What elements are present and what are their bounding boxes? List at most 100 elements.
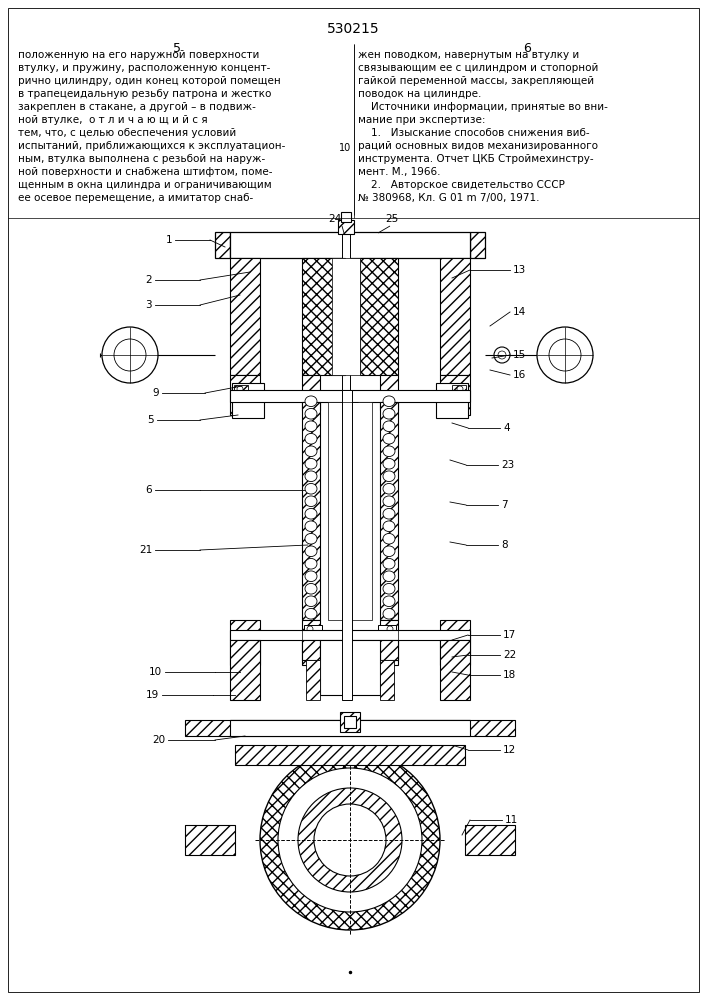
Bar xyxy=(185,825,235,855)
Text: 6: 6 xyxy=(523,42,531,55)
Text: 22: 22 xyxy=(503,650,516,660)
Text: 3: 3 xyxy=(146,300,152,310)
Text: 16: 16 xyxy=(513,370,526,380)
Ellipse shape xyxy=(305,608,317,619)
Text: 5: 5 xyxy=(147,415,154,425)
Bar xyxy=(304,625,322,643)
Ellipse shape xyxy=(305,446,317,457)
Bar xyxy=(230,630,470,640)
Bar xyxy=(230,720,470,736)
Bar xyxy=(235,745,465,765)
Ellipse shape xyxy=(383,396,395,407)
Text: 21: 21 xyxy=(139,545,152,555)
Bar xyxy=(302,402,320,620)
Ellipse shape xyxy=(305,483,317,494)
Ellipse shape xyxy=(383,458,395,469)
Bar xyxy=(360,258,398,375)
Ellipse shape xyxy=(260,750,440,930)
Ellipse shape xyxy=(305,521,317,532)
Text: 8: 8 xyxy=(501,540,508,550)
Bar xyxy=(341,212,351,222)
Bar xyxy=(342,232,350,662)
Circle shape xyxy=(457,386,463,392)
Text: жен поводком, навернутым на втулку и
связывающим ее с цилиндром и стопорной
гайк: жен поводком, навернутым на втулку и свя… xyxy=(358,50,608,203)
Ellipse shape xyxy=(383,596,395,607)
Ellipse shape xyxy=(305,571,317,582)
Ellipse shape xyxy=(305,558,317,569)
Circle shape xyxy=(457,394,463,400)
Text: 9: 9 xyxy=(153,388,159,398)
Bar xyxy=(338,220,354,234)
Bar xyxy=(320,640,380,695)
Ellipse shape xyxy=(383,546,395,557)
Circle shape xyxy=(307,626,313,632)
Ellipse shape xyxy=(305,533,317,544)
Bar xyxy=(230,640,260,700)
Ellipse shape xyxy=(383,508,395,519)
Bar xyxy=(302,620,320,665)
Circle shape xyxy=(237,394,243,400)
Ellipse shape xyxy=(305,458,317,469)
Circle shape xyxy=(114,339,146,371)
Text: 13: 13 xyxy=(513,265,526,275)
Bar xyxy=(470,232,485,258)
Ellipse shape xyxy=(298,788,402,892)
Bar xyxy=(302,258,345,375)
Bar xyxy=(380,620,398,665)
Bar xyxy=(452,385,466,397)
Ellipse shape xyxy=(305,508,317,519)
Ellipse shape xyxy=(383,433,395,444)
Bar xyxy=(234,385,248,397)
Ellipse shape xyxy=(305,583,317,594)
Ellipse shape xyxy=(305,471,317,482)
Bar xyxy=(378,625,396,643)
Bar xyxy=(302,640,320,660)
Bar xyxy=(380,640,398,660)
Text: 24: 24 xyxy=(328,214,341,224)
Text: 23: 23 xyxy=(501,460,514,470)
Text: 19: 19 xyxy=(146,690,159,700)
Circle shape xyxy=(387,634,393,640)
Bar xyxy=(230,620,260,665)
Text: 10: 10 xyxy=(339,143,351,153)
Bar xyxy=(344,716,356,728)
Ellipse shape xyxy=(305,596,317,607)
Ellipse shape xyxy=(383,471,395,482)
Ellipse shape xyxy=(305,433,317,444)
Circle shape xyxy=(537,327,593,383)
Circle shape xyxy=(307,634,313,640)
Text: 15: 15 xyxy=(513,350,526,360)
Bar xyxy=(230,258,260,375)
Bar xyxy=(230,375,260,415)
Bar xyxy=(230,720,470,732)
Text: 17: 17 xyxy=(503,630,516,640)
Text: положенную на его наружной поверхности
втулку, и пружину, расположенную концент-: положенную на его наружной поверхности в… xyxy=(18,50,286,203)
Ellipse shape xyxy=(383,583,395,594)
Text: 7: 7 xyxy=(501,500,508,510)
Circle shape xyxy=(494,347,510,363)
Bar xyxy=(328,402,372,620)
Bar xyxy=(185,720,515,736)
Circle shape xyxy=(102,327,158,383)
Bar xyxy=(465,825,515,855)
Text: 14: 14 xyxy=(513,307,526,317)
Ellipse shape xyxy=(383,521,395,532)
Text: 4: 4 xyxy=(503,423,510,433)
Ellipse shape xyxy=(383,608,395,619)
Text: 5: 5 xyxy=(173,42,181,55)
Ellipse shape xyxy=(383,408,395,419)
Bar xyxy=(380,660,394,700)
Ellipse shape xyxy=(383,571,395,582)
Ellipse shape xyxy=(305,546,317,557)
Ellipse shape xyxy=(305,496,317,507)
Text: 6: 6 xyxy=(146,485,152,495)
Bar xyxy=(340,712,360,732)
Bar xyxy=(380,375,398,410)
Text: 20: 20 xyxy=(152,735,165,745)
Circle shape xyxy=(237,386,243,392)
Bar xyxy=(380,402,398,620)
Text: 2: 2 xyxy=(146,275,152,285)
Bar xyxy=(232,383,264,418)
Ellipse shape xyxy=(314,804,386,876)
Text: 10: 10 xyxy=(149,667,162,677)
